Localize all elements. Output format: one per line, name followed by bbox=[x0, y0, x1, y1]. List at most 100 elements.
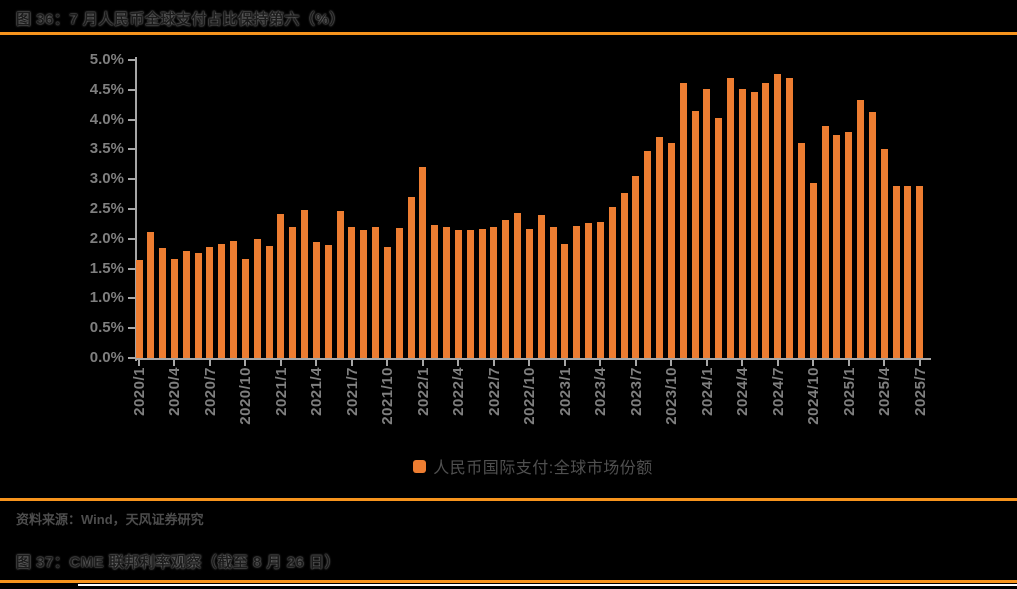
bar bbox=[348, 227, 356, 358]
bar bbox=[667, 143, 675, 358]
y-axis-label: 5.0% bbox=[89, 51, 124, 68]
y-axis-label: 0.5% bbox=[89, 319, 124, 337]
bar bbox=[797, 142, 805, 358]
x-tick bbox=[457, 360, 460, 366]
bar bbox=[253, 238, 261, 358]
bar bbox=[312, 241, 320, 358]
bar bbox=[715, 117, 723, 358]
bar bbox=[383, 246, 391, 358]
y-tick bbox=[128, 267, 136, 270]
bar bbox=[750, 91, 758, 358]
y-axis-label: 3.5% bbox=[89, 140, 124, 158]
header-rule bbox=[0, 32, 1017, 35]
y-tick bbox=[128, 59, 136, 61]
y-axis-label: 1.0% bbox=[89, 289, 124, 307]
bar bbox=[596, 221, 604, 358]
bar bbox=[691, 111, 699, 358]
bar bbox=[443, 226, 451, 358]
x-tick bbox=[634, 360, 637, 366]
bar bbox=[194, 253, 202, 358]
y-axis-label: 3.0% bbox=[89, 170, 124, 188]
bar bbox=[466, 229, 474, 358]
bar bbox=[904, 186, 912, 358]
y-tick bbox=[128, 118, 136, 121]
bar bbox=[573, 226, 581, 358]
x-tick bbox=[741, 360, 744, 366]
bar bbox=[762, 83, 770, 358]
bar bbox=[786, 77, 794, 358]
bar bbox=[549, 227, 557, 358]
y-tick bbox=[128, 297, 136, 300]
bar bbox=[525, 229, 533, 358]
bar bbox=[833, 134, 841, 358]
bar bbox=[170, 259, 178, 358]
x-tick bbox=[421, 360, 424, 366]
bar bbox=[880, 149, 888, 358]
source-note: 资料来源：Wind，天风证券研究 bbox=[16, 512, 204, 527]
bar bbox=[289, 226, 297, 358]
y-tick bbox=[128, 208, 136, 210]
bar bbox=[454, 230, 462, 358]
bar bbox=[774, 74, 782, 358]
y-axis-label: 2.5% bbox=[89, 200, 124, 217]
figure-36-title: 图 36：7 月人民币全球支付占比保持第六（%） bbox=[16, 11, 345, 28]
source-divider-rule bbox=[0, 498, 1017, 501]
bar bbox=[218, 244, 226, 358]
x-axis-line bbox=[135, 358, 931, 360]
legend-label: 人民币国际支付:全球市场份额 bbox=[433, 460, 653, 477]
bar bbox=[419, 167, 427, 358]
x-tick bbox=[350, 360, 353, 366]
bar bbox=[135, 259, 143, 358]
bar bbox=[857, 99, 865, 358]
y-axis-label: 2.0% bbox=[89, 229, 124, 247]
bar bbox=[703, 89, 711, 358]
x-tick bbox=[599, 360, 602, 366]
x-tick bbox=[315, 360, 318, 366]
bar bbox=[608, 206, 616, 358]
bar bbox=[916, 186, 924, 358]
x-tick bbox=[279, 360, 282, 366]
y-tick bbox=[128, 148, 136, 151]
bar bbox=[431, 225, 439, 358]
legend-swatch-icon bbox=[413, 459, 427, 473]
bar bbox=[868, 111, 876, 358]
bar bbox=[809, 183, 817, 358]
chart-legend: 人民币国际支付:全球市场份额 bbox=[135, 454, 931, 478]
bar bbox=[490, 226, 498, 358]
bar bbox=[182, 251, 190, 358]
x-tick bbox=[386, 360, 389, 366]
y-tick bbox=[128, 327, 136, 330]
bar bbox=[656, 136, 664, 358]
bar bbox=[478, 228, 486, 358]
bar bbox=[727, 78, 734, 358]
x-tick bbox=[776, 360, 779, 366]
figure-37-title: 图 37：CME 联邦利率观察（截至 8 月 26 日） bbox=[16, 554, 341, 571]
x-tick bbox=[563, 360, 566, 366]
x-tick bbox=[670, 360, 673, 366]
bar bbox=[159, 247, 167, 358]
bar bbox=[537, 214, 545, 358]
bar bbox=[336, 211, 344, 358]
bar bbox=[620, 192, 628, 358]
bar bbox=[241, 259, 249, 358]
bar bbox=[644, 151, 652, 358]
bar bbox=[265, 245, 273, 358]
y-tick bbox=[128, 178, 136, 181]
bar bbox=[585, 223, 593, 358]
bar bbox=[892, 185, 900, 358]
y-axis-line bbox=[135, 57, 137, 361]
bar bbox=[514, 212, 522, 358]
y-tick bbox=[128, 357, 136, 359]
bar bbox=[147, 232, 155, 358]
bar bbox=[679, 83, 687, 358]
y-axis-label: 4.0% bbox=[89, 110, 124, 128]
bar bbox=[301, 209, 309, 358]
bar bbox=[632, 175, 640, 358]
y-tick bbox=[128, 237, 136, 240]
bar bbox=[277, 213, 285, 358]
bar bbox=[502, 220, 510, 358]
y-tick bbox=[128, 88, 136, 91]
bar bbox=[206, 247, 214, 358]
bar bbox=[407, 197, 415, 358]
